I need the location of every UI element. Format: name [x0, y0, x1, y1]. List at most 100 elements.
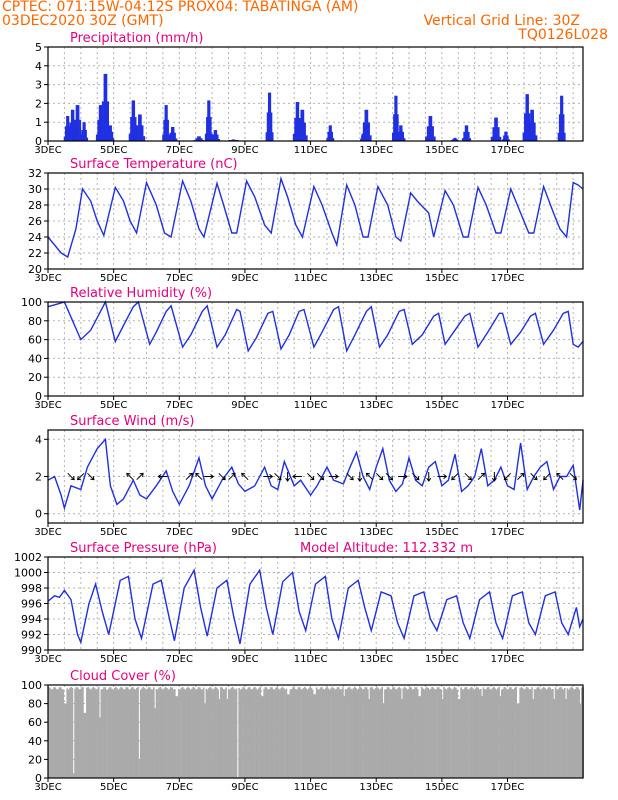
cloud-bar [143, 687, 146, 778]
cloud-bar [195, 689, 197, 778]
precip-bar [535, 135, 538, 141]
cloud-bar [574, 688, 577, 778]
precip-bar [452, 139, 455, 141]
cloud-bar [355, 688, 357, 778]
wind-vector [556, 472, 564, 481]
precip-bar [329, 125, 332, 141]
cloud-bar [504, 687, 507, 778]
precip-bar [95, 134, 98, 141]
humidity-xtick-label: 15DEC [425, 400, 459, 411]
precip-bar [294, 117, 297, 141]
cloud-bar [213, 688, 216, 778]
precip-bar [266, 112, 269, 141]
cloud-bar [431, 686, 433, 778]
cloud-bar [521, 688, 524, 778]
cloud-bar [142, 686, 145, 778]
temperature-xtick-label: 3DEC [34, 273, 61, 284]
cloud-bar [100, 689, 103, 778]
precip-bar [100, 128, 103, 141]
cloud-bar [104, 687, 107, 778]
cloud-bar [368, 698, 370, 778]
cloud-bar [204, 703, 206, 778]
precip-bar [83, 122, 86, 141]
cloud-bar [219, 687, 222, 778]
humidity-xtick-label: 11DEC [294, 400, 328, 411]
cloud-bar [406, 689, 409, 778]
precip-bar [105, 73, 108, 141]
cloud-bar [53, 687, 55, 778]
cloud-bar [520, 686, 523, 778]
precip-bar [362, 122, 365, 141]
cloud-bar [315, 687, 318, 778]
header-line1: CPTEC: 071:15W-04:12S PROX04: TABATINGA … [2, 0, 359, 15]
cloud-bar [150, 689, 153, 778]
cloud-bar [571, 687, 574, 778]
cloud-bar [259, 686, 261, 778]
precip-bar [208, 100, 211, 141]
cloud-bar [216, 687, 218, 778]
cloud-xtick-label: 15DEC [425, 782, 459, 793]
temperature-ytick-label: 20 [28, 263, 42, 276]
humidity-panel: Relative Humidity (%) 0 20 40 60 80 100 3DEC 5DE… [21, 286, 584, 411]
cloud-bar [560, 687, 562, 778]
cloud-bar [298, 687, 301, 778]
cloud-bar [108, 687, 111, 778]
cloud-bar [223, 689, 226, 778]
precip-bar [73, 119, 76, 141]
cloud-bar [369, 687, 372, 778]
cloud-bar [49, 687, 51, 778]
wind-xtick-label: 15DEC [425, 527, 459, 538]
wind-vector [464, 472, 472, 481]
humidity-ytick-label: 20 [28, 371, 42, 384]
cloud-bar [288, 694, 290, 778]
precip-bar [364, 109, 367, 141]
cloud-bar [193, 687, 196, 778]
precip-bar [557, 132, 560, 141]
wind-xtick-label: 17DEC [491, 527, 525, 538]
cloud-bar [250, 688, 252, 778]
wind-xtick-label: 13DEC [359, 527, 393, 538]
cloud-bar [497, 688, 499, 778]
precip-bar [172, 126, 175, 141]
wind-vector [274, 472, 282, 481]
precip-bar [369, 135, 372, 141]
cloud-xtick-label: 7DEC [166, 782, 193, 793]
cloud-bar [275, 687, 277, 778]
wind-xtick-label: 3DEC [34, 527, 61, 538]
cloud-bar [510, 687, 512, 778]
precip-bar [97, 119, 100, 141]
cloud-bar [346, 689, 348, 778]
pressure-ytick-label: 996 [21, 598, 42, 611]
precip-bar [138, 114, 141, 141]
cloud-bar [271, 687, 273, 778]
precip-bar [162, 134, 165, 141]
pressure-frame [47, 556, 584, 651]
cloud-bar [285, 688, 288, 778]
cloud-bar [137, 686, 139, 778]
cloud-bar [444, 688, 447, 778]
cloud-bar [82, 687, 84, 778]
cloud-bar [198, 687, 201, 778]
precip-bar [524, 113, 527, 141]
cloud-bar [155, 688, 158, 778]
precip-bar [525, 94, 528, 141]
wind-vector [569, 472, 577, 481]
wind-ytick-label: 0 [35, 508, 42, 521]
cloud-bar [206, 689, 209, 778]
cloud-bar [433, 689, 436, 778]
precip-bar [210, 139, 213, 141]
cloud-bar [493, 686, 495, 778]
cloud-bar [267, 689, 269, 778]
cloud-bar [336, 687, 339, 778]
temperature-title: Surface Temperature (nC) [70, 157, 238, 172]
precip-bar [207, 100, 210, 141]
precip-bar [361, 135, 364, 141]
cloud-bar [72, 773, 75, 778]
header-date: 03DEC2020 30Z (GMT) [2, 13, 164, 29]
cloud-bar [498, 686, 500, 778]
pressure-ytick-label: 1000 [14, 567, 42, 580]
cloud-bar [441, 698, 444, 778]
cloud-bar [242, 687, 244, 778]
cloud-bar [523, 689, 525, 778]
cloud-bar [191, 688, 193, 778]
